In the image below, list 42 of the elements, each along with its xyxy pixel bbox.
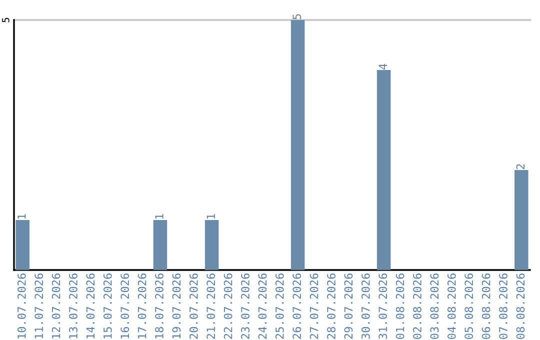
bar [204, 220, 219, 270]
data-label: 2 [516, 164, 524, 170]
x-tick-label: 31.07.2026 [378, 273, 388, 339]
x-tick-label: 10.07.2026 [17, 273, 26, 338]
x-tick-label: 12.07.2026 [52, 273, 60, 338]
x-tick-label: 13.07.2026 [69, 273, 78, 338]
x-tick-label: 08.08.2026 [516, 273, 525, 339]
data-label: 5 [292, 14, 302, 20]
x-tick-label: 30.07.2026 [361, 273, 370, 339]
x-tick-label: 14.07.2026 [86, 273, 95, 338]
x-tick-label: 15.07.2026 [103, 273, 112, 338]
x-tick-label: 02.08.2026 [413, 273, 422, 339]
x-tick-label: 17.07.2026 [138, 273, 146, 338]
x-tick-label: 21.07.2026 [206, 273, 216, 339]
x-tick-label: 05.08.2026 [464, 273, 474, 339]
x-tick-label: 27.07.2026 [310, 273, 318, 339]
x-tick-label: 01.08.2026 [396, 273, 404, 339]
bar [290, 20, 305, 270]
x-tick-label: 11.07.2026 [34, 273, 44, 338]
x-tick-label: 19.07.2026 [172, 273, 181, 338]
bar [16, 220, 30, 270]
x-tick-label: 16.07.2026 [120, 273, 130, 338]
x-tick-label: 24.07.2026 [258, 273, 267, 339]
x-tick-label: 04.08.2026 [447, 273, 456, 339]
x-tick-label: 23.07.2026 [241, 273, 250, 339]
bar [153, 220, 168, 270]
data-label: 1 [18, 214, 26, 219]
x-tick-label: 22.07.2026 [224, 273, 232, 339]
bar [376, 70, 391, 270]
x-tick-label: 18.07.2026 [155, 273, 164, 338]
x-tick-label: 25.07.2026 [275, 273, 284, 339]
x-tick-label: 20.07.2026 [189, 273, 198, 339]
x-tick-label: 28.07.2026 [327, 273, 336, 339]
data-label: 1 [155, 214, 164, 219]
x-tick-label: 06.08.2026 [482, 273, 490, 339]
data-label: 1 [206, 214, 215, 219]
x-tick-label: 03.08.2026 [430, 273, 439, 339]
x-tick-label: 29.07.2026 [344, 273, 353, 339]
x-tick-label: 26.07.2026 [292, 273, 302, 339]
bar [514, 170, 528, 270]
data-label: 4 [378, 64, 387, 70]
x-tick-label: 07.08.2026 [499, 273, 508, 339]
